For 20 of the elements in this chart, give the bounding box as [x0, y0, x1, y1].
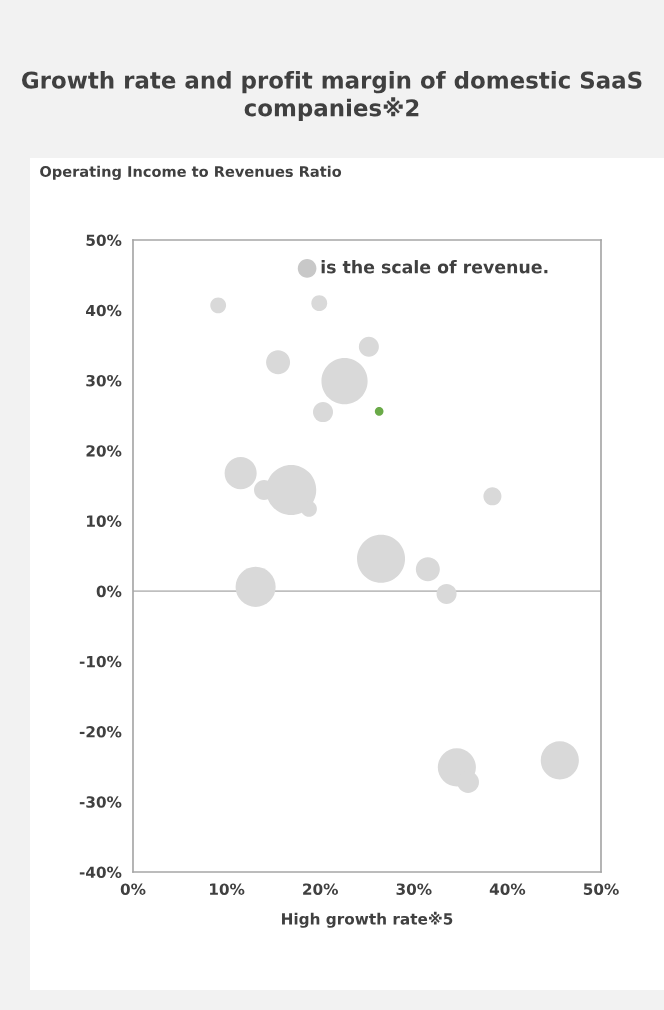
- y-tick-label: 20%: [86, 445, 122, 457]
- y-tick-label: -30%: [79, 796, 122, 808]
- x-tick-label: 30%: [396, 883, 432, 895]
- x-axis-title: High growth rate※5: [282, 911, 453, 928]
- y-tick-label: 10%: [87, 515, 122, 527]
- x-tick-label: 0%: [120, 883, 146, 895]
- x-tick-label: 50%: [583, 883, 619, 895]
- annotation: is the scale of revenue.: [321, 260, 548, 274]
- y-tick-label: 50%: [86, 234, 122, 247]
- y-tick-label: -40%: [79, 866, 122, 879]
- y-tick-label: 30%: [86, 374, 122, 387]
- y-axis-title: Operating Income to Revenues Ratio: [40, 165, 342, 180]
- y-tick-label: -10%: [79, 655, 122, 668]
- y-tick-label: 0%: [96, 585, 122, 598]
- y-tick-label: -20%: [79, 726, 122, 738]
- x-tick-label: 40%: [489, 883, 526, 895]
- x-tick-label: 20%: [303, 883, 338, 895]
- x-tick-label: 10%: [210, 883, 245, 895]
- chart-title: Growth rate and profit margin of domestic SaaS companies※2: [22, 70, 642, 121]
- y-tick-label: 40%: [86, 304, 122, 317]
